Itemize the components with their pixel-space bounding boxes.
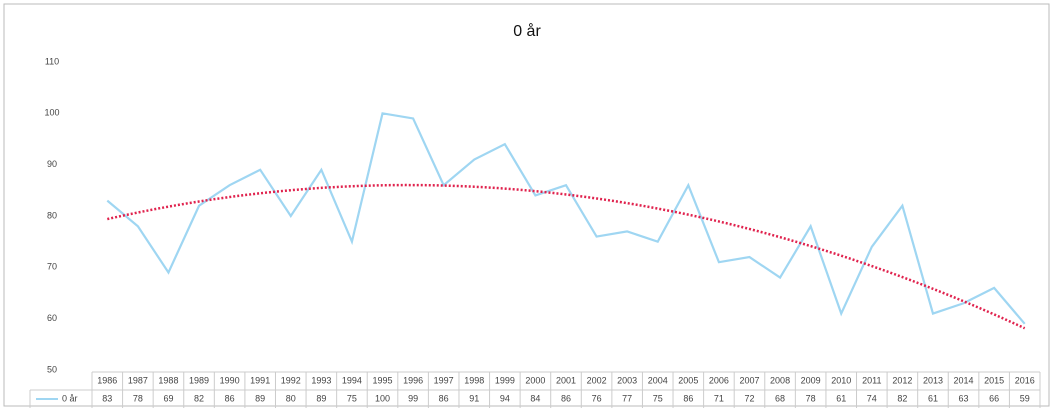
table-value: 75: [347, 393, 357, 403]
table-value: 75: [653, 393, 663, 403]
x-tick-label: 2010: [831, 375, 851, 385]
x-tick-label: 2006: [709, 375, 729, 385]
chart-title: 0 år: [513, 22, 541, 40]
y-tick-label: 80: [47, 210, 57, 220]
x-tick-label: 1997: [434, 375, 454, 385]
legend-label: 0 år: [62, 393, 78, 403]
table-value: 89: [255, 393, 265, 403]
table-value: 82: [194, 393, 204, 403]
y-tick-label: 60: [47, 313, 57, 323]
x-tick-label: 1988: [158, 375, 178, 385]
x-tick-label: 2001: [556, 375, 576, 385]
table-value: 61: [836, 393, 846, 403]
table-value: 100: [375, 393, 390, 403]
table-value: 86: [561, 393, 571, 403]
x-tick-label: 2004: [648, 375, 668, 385]
table-value: 71: [714, 393, 724, 403]
table-value: 94: [500, 393, 510, 403]
table-value: 66: [989, 393, 999, 403]
x-tick-label: 2005: [678, 375, 698, 385]
x-tick-label: 2007: [739, 375, 759, 385]
x-tick-label: 2012: [892, 375, 912, 385]
x-tick-label: 2016: [1015, 375, 1035, 385]
x-tick-label: 2011: [862, 375, 881, 385]
table-value: 59: [1020, 393, 1030, 403]
x-tick-label: 1999: [495, 375, 515, 385]
table-value: 86: [683, 393, 693, 403]
table-value: 83: [102, 393, 112, 403]
table-value: 91: [469, 393, 479, 403]
table-value: 86: [225, 393, 235, 403]
table-value: 61: [928, 393, 938, 403]
x-tick-label: 1998: [464, 375, 484, 385]
x-tick-label: 2000: [525, 375, 545, 385]
trendline: [107, 183, 1026, 330]
x-tick-label: 2014: [954, 375, 974, 385]
table-value: 86: [439, 393, 449, 403]
y-tick-label: 50: [47, 364, 57, 374]
x-tick-label: 1991: [250, 375, 270, 385]
table-value: 99: [408, 393, 418, 403]
y-tick-label: 110: [45, 56, 59, 66]
table-value: 68: [775, 393, 785, 403]
series-line: [106, 112, 1026, 325]
x-tick-label: 2008: [770, 375, 790, 385]
table-value: 89: [316, 393, 326, 403]
table-value: 84: [530, 393, 540, 403]
x-tick-label: 1990: [220, 375, 240, 385]
table-value: 78: [133, 393, 143, 403]
x-tick-label: 2002: [587, 375, 607, 385]
x-tick-label: 2003: [617, 375, 637, 385]
x-tick-label: 2015: [984, 375, 1004, 385]
x-tick-label: 2009: [801, 375, 821, 385]
table-value: 69: [163, 393, 173, 403]
x-tick-label: 1987: [128, 375, 148, 385]
table-value: 74: [867, 393, 877, 403]
x-tick-label: 1992: [281, 375, 301, 385]
y-tick-label: 70: [47, 262, 57, 272]
x-tick-label: 1994: [342, 375, 362, 385]
x-tick-label: 1996: [403, 375, 423, 385]
table-value: 76: [592, 393, 602, 403]
table-value: 82: [897, 393, 907, 403]
table-value: 80: [286, 393, 296, 403]
x-tick-label: 2013: [923, 375, 943, 385]
x-tick-label: 1995: [373, 375, 393, 385]
x-tick-label: 1986: [97, 375, 117, 385]
chart-border: [3, 3, 1050, 407]
table-value: 63: [959, 393, 969, 403]
table-value: 78: [806, 393, 816, 403]
y-tick-label: 100: [44, 108, 59, 118]
x-tick-label: 1989: [189, 375, 209, 385]
x-tick-label: 1993: [311, 375, 331, 385]
y-tick-label: 90: [47, 159, 57, 169]
table-value: 72: [744, 393, 754, 403]
table-value: 77: [622, 393, 632, 403]
